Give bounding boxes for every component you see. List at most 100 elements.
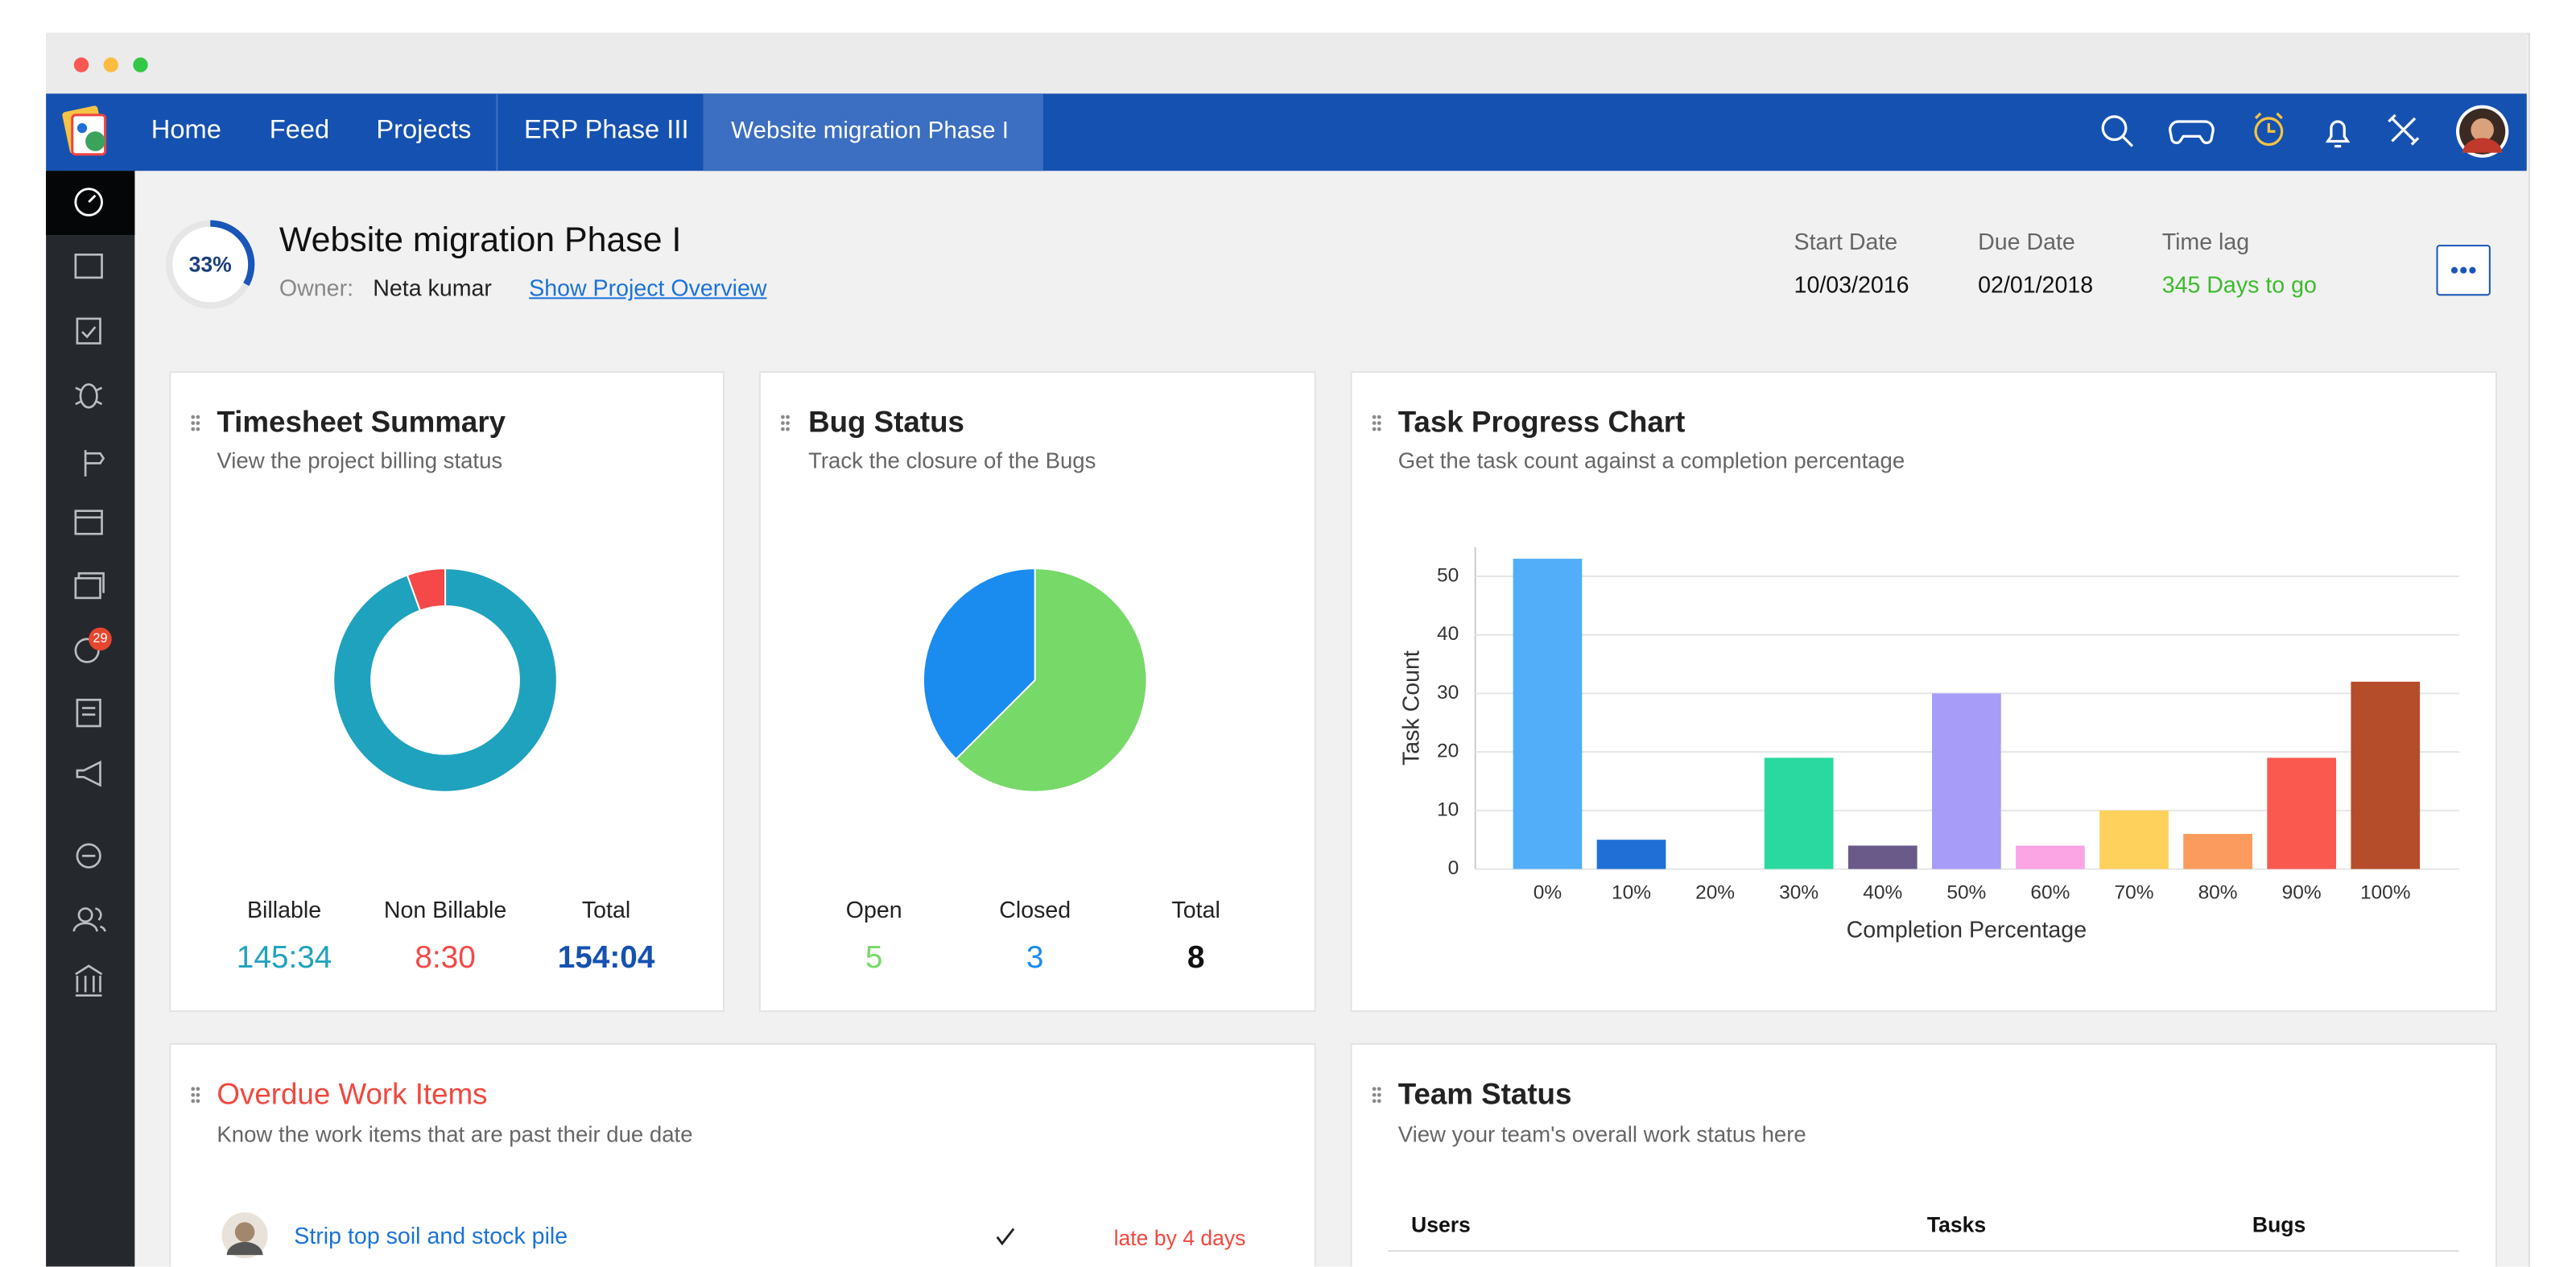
drag-handle[interactable] <box>1372 1085 1382 1104</box>
total-label: Total <box>582 898 630 923</box>
time-lag: 345 Days to go <box>2161 270 2317 298</box>
active-tab[interactable] <box>703 93 1043 171</box>
nav-separator <box>496 93 498 171</box>
legend-value: 8:30 <box>415 940 475 975</box>
window-close[interactable] <box>73 57 89 72</box>
x-tick-label: 50% <box>1946 882 1986 904</box>
total-value: 154:04 <box>558 940 655 975</box>
users-icon[interactable] <box>72 907 106 932</box>
timesheet-card <box>169 371 724 1013</box>
card-subtitle: View your team's overall work status her… <box>1397 1121 1806 1147</box>
bar <box>1931 693 2001 869</box>
bar <box>1596 840 1666 869</box>
bugs-icon[interactable] <box>75 383 103 409</box>
bar <box>2267 757 2337 869</box>
title-bar <box>46 32 2527 94</box>
drag-handle[interactable] <box>190 414 200 432</box>
bell-icon[interactable] <box>2325 120 2351 148</box>
reports-icon[interactable] <box>75 964 103 997</box>
calendar-icon[interactable] <box>74 510 103 535</box>
chat-icon[interactable] <box>76 843 101 869</box>
games-icon[interactable] <box>2169 120 2215 145</box>
dashboard-icon[interactable] <box>74 188 103 217</box>
legend-value: 3 <box>1026 940 1044 975</box>
search-icon[interactable] <box>2101 115 2134 147</box>
sidebar <box>46 171 135 1267</box>
x-tick-label: 70% <box>2115 882 2154 904</box>
milestones-icon[interactable] <box>84 450 105 477</box>
tools-icon[interactable] <box>2388 113 2420 146</box>
nav-item-active[interactable]: Website migration Phase I <box>731 118 1009 145</box>
y-tick-label: 0 <box>1448 857 1459 879</box>
nav-item[interactable]: Home <box>151 116 221 145</box>
documents-icon[interactable] <box>74 572 105 600</box>
total-value: 8 <box>1187 940 1205 975</box>
tasks-icon[interactable] <box>76 317 101 345</box>
date-label: Start Date <box>1794 228 1898 255</box>
x-tick-label: 0% <box>1534 882 1562 904</box>
card-subtitle: Get the task count against a completion … <box>1397 448 1905 473</box>
drag-handle[interactable] <box>1372 414 1382 432</box>
bar <box>2183 833 2252 869</box>
invoice-icon[interactable] <box>76 699 101 728</box>
sidebar-active[interactable] <box>46 171 135 235</box>
bar <box>1764 757 1834 869</box>
drag-handle[interactable] <box>780 414 791 432</box>
card-title: Bug Status <box>808 406 964 439</box>
app-logo[interactable] <box>59 102 118 161</box>
nav-bar <box>46 93 2527 171</box>
check-icon <box>996 1228 1015 1246</box>
progress-arc <box>166 220 255 309</box>
timer-icon[interactable] <box>2254 112 2284 147</box>
sidebar-icons: 29 <box>72 188 112 997</box>
y-tick-label: 40 <box>1437 623 1459 645</box>
timesheet-icon[interactable] <box>74 638 100 663</box>
total-label: Total <box>1172 898 1220 923</box>
badge-count: 29 <box>93 631 107 646</box>
date-value: 02/01/2018 <box>1978 270 2094 298</box>
bar <box>1847 845 1918 869</box>
x-tick-label: 100% <box>2360 882 2411 904</box>
card-subtitle: Track the closure of the Bugs <box>808 448 1096 473</box>
donut-segment <box>332 567 558 793</box>
card-title: Timesheet Summary <box>217 406 506 439</box>
date-value: 10/03/2016 <box>1794 270 1909 298</box>
table-header: Bugs <box>2252 1212 2306 1237</box>
more-button[interactable] <box>2436 245 2491 296</box>
user-avatar[interactable] <box>2455 105 2509 158</box>
y-tick-label: 10 <box>1437 799 1459 820</box>
x-tick-label: 20% <box>1695 882 1735 904</box>
overdue-card <box>169 1042 1316 1267</box>
project-title: Website migration Phase I <box>279 221 682 260</box>
bar <box>2351 681 2421 869</box>
progress-ring: 33% <box>166 220 255 309</box>
item-avatar <box>221 1212 268 1259</box>
table-header: Tasks <box>1926 1212 1987 1237</box>
drag-handle[interactable] <box>190 1085 200 1104</box>
window-maximize[interactable] <box>133 57 148 72</box>
overview-link[interactable]: Show Project Overview <box>529 274 767 301</box>
announcements-icon[interactable] <box>76 760 101 787</box>
table-header: Users <box>1411 1212 1471 1237</box>
bar <box>2016 845 2085 869</box>
more-dots <box>2450 266 2476 274</box>
work-item-link[interactable]: Strip top soil and stock pile <box>294 1222 568 1249</box>
bar <box>1513 559 1583 869</box>
feed-icon[interactable] <box>74 253 103 279</box>
date-label: Due Date <box>1978 228 2075 255</box>
nav-item[interactable]: ERP Phase III <box>524 116 689 145</box>
legend-label: Billable <box>247 898 321 923</box>
y-tick-label: 30 <box>1437 682 1459 704</box>
badge <box>89 627 112 651</box>
pie-slice <box>922 567 1036 761</box>
work-item-status: late by 4 days <box>1113 1225 1246 1251</box>
card-title: Task Progress Chart <box>1397 406 1686 439</box>
window-minimize[interactable] <box>103 57 118 72</box>
table-rule <box>1388 1250 2460 1253</box>
nav-item[interactable]: Feed <box>269 116 330 145</box>
nav-icons <box>2101 105 2509 158</box>
nav-item[interactable]: Projects <box>376 116 472 145</box>
legend-value: 145:34 <box>237 940 332 975</box>
